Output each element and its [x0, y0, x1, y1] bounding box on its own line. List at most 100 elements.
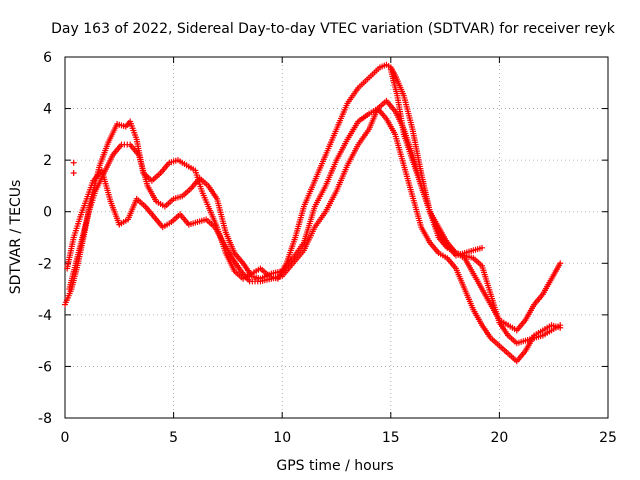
track-segment: [223, 251, 237, 273]
track-segment: [168, 157, 179, 166]
y-tick-label: -2: [38, 256, 52, 272]
track-segment: [145, 184, 159, 203]
track-segment: [480, 324, 493, 340]
x-tick-label: 15: [382, 430, 400, 446]
track-segment: [506, 352, 519, 363]
track-segment: [523, 303, 537, 322]
track-segment: [187, 219, 199, 227]
track-segment: [64, 236, 77, 270]
track-segment: [152, 215, 165, 229]
track-segment: [436, 226, 450, 244]
track-segment: [379, 62, 388, 70]
track-segment: [323, 159, 339, 187]
track-segment: [241, 262, 254, 278]
track-segment: [99, 169, 113, 203]
track-segment: [497, 321, 510, 337]
track-segment: [170, 212, 182, 224]
track-segment: [515, 349, 528, 363]
track-segment: [124, 120, 132, 128]
track-segment: [172, 193, 184, 202]
track-segment: [334, 138, 350, 162]
track-segment: [394, 94, 407, 136]
track-segment: [143, 205, 156, 219]
track-segment: [66, 262, 79, 290]
y-axis-label: SDTVAR / TECUs: [8, 180, 24, 295]
track-segment: [427, 210, 441, 229]
x-tick-label: 25: [599, 430, 617, 446]
track-segment: [212, 226, 226, 244]
y-tick-label: -4: [38, 308, 52, 324]
y-tick-label: 2: [43, 153, 52, 169]
track-segment: [498, 318, 509, 327]
track-segment: [259, 271, 273, 281]
track-segment: [532, 292, 545, 306]
track-segment: [313, 210, 328, 229]
track-segment: [84, 180, 96, 200]
track-segment: [419, 226, 432, 244]
track-segment: [393, 74, 406, 97]
track-segment: [507, 323, 518, 333]
track-segment: [472, 245, 483, 253]
track-segment: [392, 133, 407, 167]
track-segment: [515, 338, 527, 346]
x-tick-label: 20: [490, 430, 508, 446]
track-segment: [111, 143, 124, 157]
y-tick-label: 0: [43, 205, 52, 221]
y-tick-label: 6: [43, 50, 52, 66]
track-segment: [291, 241, 306, 260]
track-segment: [345, 143, 361, 167]
track-segment: [463, 253, 475, 261]
track-segment: [239, 269, 252, 283]
track-segment: [284, 236, 298, 265]
track-segment: [356, 128, 371, 146]
track-segment: [116, 121, 127, 129]
track-segment: [108, 200, 122, 226]
tick-labels: 0 5 10 15 20 25 -8 -6 -4 -2 0 2 4 6: [38, 50, 617, 446]
track-segment: [221, 241, 235, 260]
track-segment: [185, 163, 197, 173]
track-segment: [479, 265, 494, 296]
x-axis-label: GPS time / hours: [276, 458, 393, 474]
track-segment: [366, 107, 380, 131]
track-segment: [410, 195, 424, 228]
track-segment: [418, 185, 433, 213]
track-segment: [401, 164, 415, 198]
track-segment: [506, 334, 519, 345]
track-segment: [150, 171, 162, 183]
track-segment: [232, 251, 245, 265]
track-segment: [471, 308, 484, 327]
track-segment: [401, 133, 415, 161]
track-segment: [198, 176, 210, 188]
track-segment: [301, 205, 318, 244]
series-satellite-track-B: [66, 105, 564, 365]
data-point: [557, 324, 564, 331]
track-segment: [445, 241, 458, 255]
track-segment: [181, 187, 193, 198]
isolated-point: [70, 170, 77, 177]
track-segment: [357, 112, 371, 124]
x-tick-label: 0: [61, 430, 70, 446]
track-segment: [78, 198, 89, 218]
track-segment: [196, 217, 208, 225]
track-segment: [323, 190, 339, 213]
track-segment: [178, 213, 191, 226]
track-segment: [135, 197, 147, 209]
track-segment: [489, 336, 501, 348]
track-segment: [384, 117, 398, 136]
track-segment: [223, 231, 237, 254]
track-segment: [280, 262, 295, 278]
x-tick-label: 5: [169, 430, 178, 446]
series-satellite-track-D: [387, 66, 564, 334]
track-segment: [367, 66, 382, 79]
track-segment: [127, 120, 139, 141]
track-segment: [533, 333, 544, 341]
track-segment: [334, 164, 350, 192]
track-segment: [106, 123, 120, 144]
track-segment: [249, 278, 261, 285]
track-segment: [291, 249, 306, 265]
data-point: [479, 244, 486, 251]
track-segment: [384, 99, 397, 113]
track-segment: [280, 256, 295, 273]
track-segment: [199, 190, 211, 208]
track-segment: [437, 251, 449, 260]
